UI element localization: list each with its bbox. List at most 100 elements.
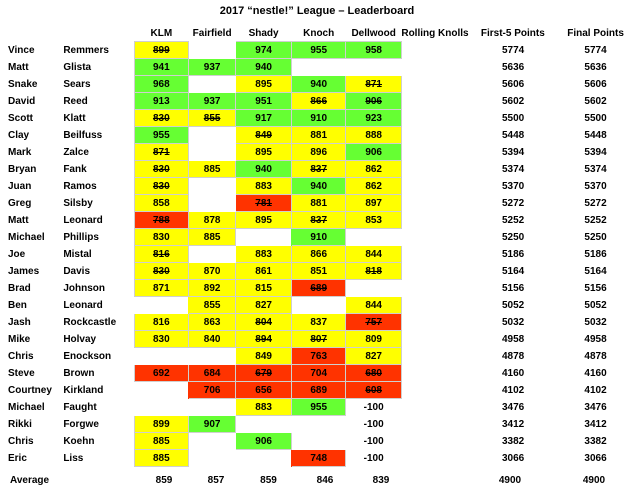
player-last-name: Leonard [63,299,103,311]
player-first-name: Chris [8,350,34,362]
player-first-name: Joe [8,248,26,260]
score-cell-knoch: 837 [290,160,347,178]
score-cell-klm: 968 [133,75,189,93]
score-cell-fairfield [188,178,235,195]
score-cell-dellwood: 862 [345,160,402,178]
score-cell-shady: 781 [235,194,292,212]
col-header-klm: KLM [150,27,173,39]
final-points: 5186 [584,248,607,260]
score-cell-klm: 816 [133,313,189,331]
score-cell-shady: 679 [235,364,292,382]
score-cell-klm: 816 [133,245,189,263]
score-cell-shady: 951 [235,92,292,110]
score-cell-knoch: 763 [290,347,347,365]
score-cell-knoch: 881 [290,194,347,212]
score-cell-rolling-knolls [401,93,468,110]
final-points: 5606 [584,78,607,90]
average-shady: 859 [260,474,277,486]
player-row: Matt Glista 941 937 940 5636 5636 [8,58,634,76]
score-cell-klm: 830 [133,262,189,280]
score-cell-dellwood [346,229,401,246]
score-cell-fairfield: 878 [187,211,237,229]
final-points: 5164 [584,265,607,277]
score-cell-fairfield: 907 [187,415,237,433]
score-cell-rolling-knolls [401,127,468,144]
final-points: 5252 [584,214,607,226]
player-last-name: Sears [63,78,91,90]
score-cell-dellwood: 923 [345,109,402,127]
score-cell-shady: 895 [235,75,292,93]
score-cell-dellwood: 853 [345,211,402,229]
score-cell-shady: 894 [235,330,292,348]
score-cell-dellwood: 862 [345,177,402,195]
player-row: Clay Beilfuss 955 849 881 888 5448 5448 [8,126,634,144]
score-cell-dellwood: 844 [345,245,402,263]
header-last-name [63,25,134,42]
final-points: 5636 [584,61,607,73]
first5-points: 5448 [501,129,525,141]
score-cell-rolling-knolls [401,450,468,467]
score-cell-rolling-knolls [401,161,468,178]
first5-points: 5052 [501,299,525,311]
score-cell-dellwood: 888 [345,126,402,144]
score-cell-dellwood [346,59,401,76]
score-cell-fairfield [188,433,235,450]
player-first-name: Juan [8,180,32,192]
score-cell-rolling-knolls [401,110,468,127]
header-row: KLM Fairfield Shady Knoch Dellwood Rolli… [8,25,634,42]
final-points: 5156 [584,282,607,294]
score-cell-klm: 830 [133,109,189,127]
first5-points: 5394 [501,146,525,158]
score-cell-rolling-knolls [401,42,468,59]
score-cell-klm: 871 [133,279,189,297]
score-cell-shady: 895 [235,143,292,161]
player-first-name: Mike [8,333,31,345]
player-row: Scott Klatt 830 855 917 910 923 5500 5500 [8,109,634,127]
score-cell-knoch: 704 [290,364,347,382]
score-cell-fairfield: 863 [187,313,237,331]
score-cell-fairfield [188,348,235,365]
player-row: Joe Mistal 816 883 866 844 5186 5186 [8,245,634,263]
final-points: 5602 [584,95,607,107]
first5-points: 5032 [501,316,525,328]
player-last-name: Silsby [63,197,93,209]
score-cell-rolling-knolls [401,314,468,331]
score-cell-klm [134,399,188,416]
player-row: Mark Zalce 871 895 896 906 5394 5394 [8,143,634,161]
player-last-name: Zalce [63,146,89,158]
score-cell-fairfield [188,127,235,144]
first5-points: 5250 [501,231,525,243]
final-points: 3382 [584,435,607,447]
score-cell-rolling-knolls [401,178,468,195]
score-cell-knoch: 896 [290,143,347,161]
player-last-name: Koehn [63,435,95,447]
player-first-name: Mark [8,146,32,158]
score-cell-shady: 917 [235,109,292,127]
player-last-name: Forgwe [63,418,99,430]
player-first-name: Rikki [8,418,32,430]
player-row: Michael Phillips 830 885 910 5250 5250 [8,228,634,246]
score-cell-knoch: 881 [290,126,347,144]
score-cell-knoch: 955 [290,398,347,416]
player-first-name: Snake [8,78,38,90]
score-cell-knoch: 807 [290,330,347,348]
average-knoch: 846 [316,474,334,486]
player-last-name: Liss [63,452,84,464]
score-cell-dellwood: 757 [345,313,402,331]
page-title: 2017 “nestle!” League – Leaderboard [219,5,415,17]
score-cell-fairfield: 937 [187,92,237,110]
player-first-name: David [8,95,36,107]
score-cell-knoch: 689 [290,381,347,399]
final-points: 5448 [584,129,607,141]
score-cell-fairfield [188,450,235,467]
player-first-name: Matt [8,61,29,73]
score-cell-fairfield: 684 [187,364,237,382]
score-cell-rolling-knolls [401,433,468,450]
player-last-name: Faught [63,401,97,413]
col-header-knoch: Knoch [303,27,335,39]
first5-points: 3412 [501,418,525,430]
score-cell-knoch: 940 [290,177,347,195]
score-cell-knoch: 940 [290,75,347,93]
average-fairfield: 857 [207,474,225,486]
score-cell-knoch [291,59,346,76]
